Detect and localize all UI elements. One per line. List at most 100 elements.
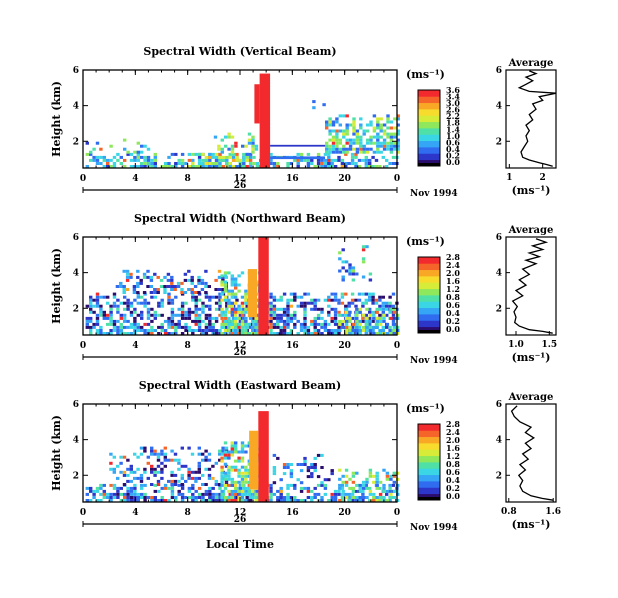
heatmap-cell bbox=[352, 117, 356, 121]
heatmap-cell bbox=[150, 496, 154, 499]
heatmap-cell bbox=[208, 492, 212, 496]
heatmap-cell bbox=[224, 135, 228, 139]
heatmap-cell bbox=[140, 486, 144, 490]
heatmap-cell bbox=[197, 292, 202, 296]
heatmap-cell bbox=[344, 480, 349, 484]
heatmap-cell bbox=[200, 281, 205, 285]
heatmap-cell bbox=[369, 141, 373, 145]
heatmap-cell bbox=[220, 307, 224, 311]
colorbar: 2.82.42.01.61.20.80.60.40.20.0 bbox=[417, 419, 460, 501]
heatmap-cell bbox=[187, 496, 192, 499]
heatmap-cell bbox=[333, 165, 338, 168]
heatmap-cell bbox=[323, 158, 328, 162]
heatmap-cell bbox=[289, 469, 294, 473]
heatmap-cell bbox=[116, 310, 120, 314]
heatmap-cell bbox=[340, 158, 345, 162]
heatmap-cell bbox=[330, 492, 334, 496]
panel-title: Spectral Width (Eastward Beam) bbox=[139, 379, 341, 392]
heatmap-cell bbox=[230, 483, 234, 487]
heatmap-cell bbox=[344, 152, 348, 156]
heatmap-cell bbox=[133, 489, 137, 493]
heatmap-cell bbox=[146, 476, 150, 480]
heatmap-cell bbox=[187, 329, 192, 332]
heatmap-cell bbox=[214, 162, 219, 165]
heatmap-cell bbox=[328, 123, 332, 127]
heatmap-cell bbox=[220, 471, 224, 475]
x-tick-label: 16 bbox=[286, 341, 299, 351]
heatmap-cell bbox=[174, 295, 178, 299]
colorbar-swatch bbox=[418, 121, 440, 129]
heatmap-cell bbox=[365, 141, 370, 145]
heatmap-cell bbox=[378, 313, 382, 317]
heatmap-cell bbox=[382, 144, 387, 148]
heatmap-cell bbox=[180, 301, 185, 305]
heatmap-cell bbox=[316, 329, 321, 332]
heatmap-cell bbox=[338, 483, 342, 487]
heatmap-cell bbox=[379, 135, 383, 139]
heatmap-cell bbox=[227, 304, 231, 308]
colorbar-swatch bbox=[418, 115, 440, 123]
heatmap-cell bbox=[310, 489, 314, 493]
heatmap-cell bbox=[369, 147, 373, 151]
heatmap-cell bbox=[351, 489, 356, 493]
heatmap-cell bbox=[372, 496, 376, 499]
heatmap-cell bbox=[140, 483, 144, 487]
heatmap-cell bbox=[375, 474, 379, 478]
heatmap-cell bbox=[347, 162, 351, 165]
heatmap-cell bbox=[133, 452, 137, 456]
colorbar-floor bbox=[418, 330, 440, 333]
heatmap-cell bbox=[364, 162, 368, 165]
heatmap-cell bbox=[218, 301, 222, 305]
heatmap-cell bbox=[166, 272, 171, 276]
heatmap-cell bbox=[170, 489, 175, 493]
heatmap-cell bbox=[218, 292, 222, 296]
heatmap-cell bbox=[139, 281, 143, 285]
heatmap-cell bbox=[361, 486, 366, 490]
heatmap-cell bbox=[344, 316, 349, 320]
average-frame bbox=[505, 69, 557, 169]
heatmap-cell bbox=[214, 278, 218, 282]
colorbar-swatch bbox=[418, 276, 440, 283]
heatmap-cell bbox=[385, 332, 390, 335]
heatmap-cell bbox=[163, 446, 167, 450]
heatmap-cell bbox=[296, 304, 300, 308]
heatmap-cell bbox=[344, 162, 348, 165]
heatmap-cell bbox=[99, 483, 103, 487]
heatmap-cell bbox=[386, 126, 390, 130]
heatmap-cell bbox=[331, 120, 336, 124]
heatmap-cell bbox=[123, 499, 127, 502]
heatmap-cell bbox=[247, 322, 251, 326]
heatmap-cell bbox=[388, 301, 392, 305]
heatmap-cell bbox=[286, 165, 290, 168]
colorbar-swatch bbox=[418, 474, 440, 482]
heatmap-cell bbox=[220, 298, 224, 302]
heatmap-cell bbox=[335, 129, 339, 133]
heatmap-cell bbox=[316, 162, 321, 165]
heatmap-cell bbox=[310, 496, 314, 499]
heatmap-cell bbox=[187, 278, 191, 282]
heatmap-cell bbox=[244, 444, 248, 448]
heatmap-cell bbox=[379, 123, 383, 127]
heatmap-cell bbox=[214, 307, 219, 311]
heatmap-cell bbox=[237, 474, 241, 478]
heatmap-cell bbox=[272, 325, 277, 329]
heatmap-cell bbox=[303, 310, 307, 314]
heatmap-cell bbox=[282, 332, 287, 335]
colorbar-tick-label: 0.8 bbox=[446, 459, 460, 469]
heatmap-cell bbox=[187, 486, 192, 490]
heatmap-cell bbox=[254, 316, 258, 320]
heatmap-cell bbox=[180, 496, 185, 499]
heatmap-cell bbox=[89, 486, 93, 490]
heatmap-cell bbox=[140, 162, 144, 165]
colorbar-swatch bbox=[418, 320, 440, 328]
heatmap-cell bbox=[136, 150, 140, 154]
heatmap-cell bbox=[223, 462, 228, 466]
heatmap-cell bbox=[89, 316, 93, 320]
heatmap-cell bbox=[129, 158, 134, 162]
heatmap-cell bbox=[338, 477, 342, 481]
heatmap-cell bbox=[306, 469, 311, 473]
heatmap-cell bbox=[170, 458, 174, 462]
heatmap-cell bbox=[286, 492, 290, 496]
heatmap-cell bbox=[279, 478, 283, 482]
